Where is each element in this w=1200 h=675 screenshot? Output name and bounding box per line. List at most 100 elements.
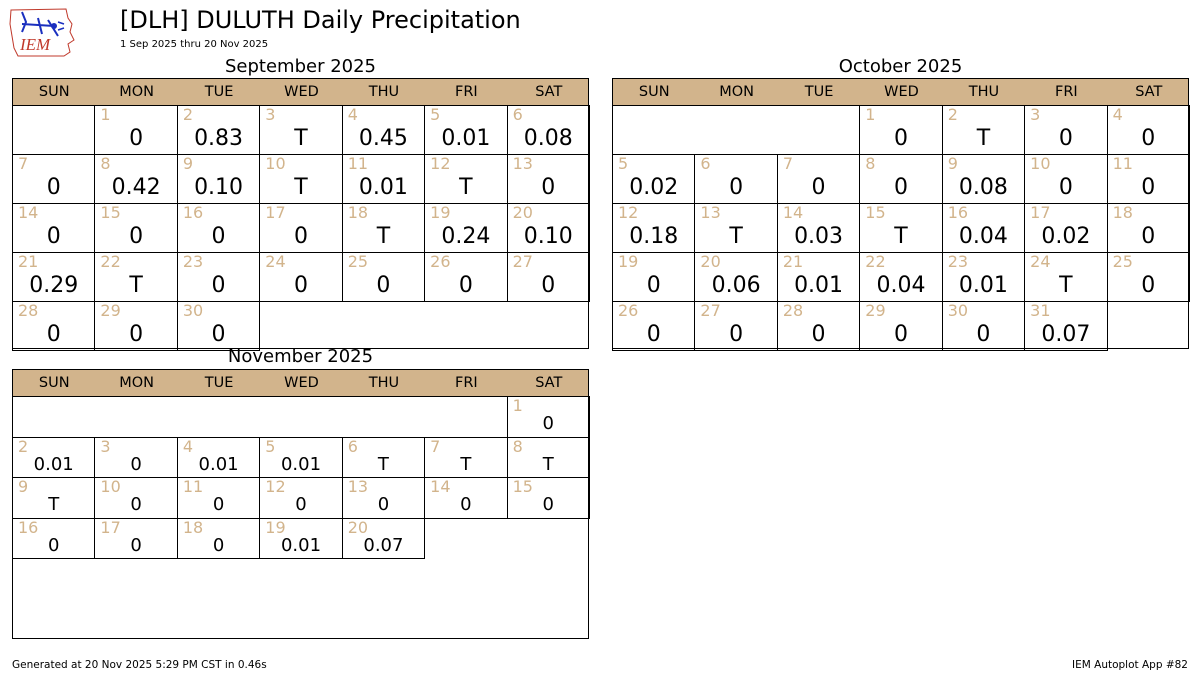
day-cell: 23 0.01 — [941, 252, 1026, 302]
weekday-label: MON — [119, 84, 155, 100]
precip-value: 0 — [129, 126, 144, 151]
precip-value: 0.01 — [198, 453, 239, 475]
month-calendar: SUN MON TUE WED THU FRI SAT 1 0 2 T 3 0 4 0 5 0.02 6 0 7 0 8 0… — [612, 78, 1190, 351]
precip-value: 0.03 — [794, 224, 844, 249]
page-subtitle: 1 Sep 2025 thru 20 Nov 2025 — [120, 39, 269, 50]
day-number: 28 — [782, 301, 804, 320]
weekday-header: SUN MON TUE WED THU FRI SAT — [13, 79, 588, 106]
day-number: 1 — [865, 105, 876, 124]
precip-value: 0 — [541, 175, 556, 200]
precip-value: 0 — [1058, 126, 1073, 151]
day-cell: 20 0.07 — [341, 517, 426, 559]
logo-text: IEM — [19, 35, 51, 54]
precip-value: 0.02 — [1041, 224, 1091, 249]
day-cell: 13 T — [694, 203, 778, 253]
day-cell: 14 0.03 — [776, 203, 861, 253]
precip-value: 0 — [47, 534, 60, 556]
precip-value: 0.01 — [280, 534, 322, 556]
weekday-label: TUE — [204, 84, 234, 100]
month-title: October 2025 — [838, 56, 963, 77]
day-number: 25 — [347, 252, 369, 271]
precip-value: 0.07 — [1041, 322, 1091, 347]
precip-value: 0.06 — [711, 273, 761, 298]
precip-value: 0.01 — [441, 126, 491, 151]
day-number: 3 — [265, 105, 276, 124]
weekday-label: MON — [719, 84, 755, 100]
precip-value: 0.10 — [523, 224, 573, 249]
day-number: 31 — [1030, 301, 1051, 320]
precip-value: 0 — [129, 322, 144, 347]
precip-value: 0.83 — [194, 126, 244, 151]
precip-value: T — [729, 224, 743, 249]
day-cell: 17 0 — [259, 203, 343, 253]
weekday-label: WED — [284, 84, 319, 100]
day-number: 7 — [430, 436, 441, 456]
precip-value: 0 — [1141, 175, 1156, 200]
day-cell: 21 0.29 — [12, 252, 96, 302]
precip-value: 0.42 — [111, 175, 161, 200]
day-number: 5 — [265, 436, 276, 456]
day-cell: 5 0.02 — [612, 154, 696, 204]
precip-value: 0 — [1058, 175, 1073, 200]
weekday-label: FRI — [1055, 84, 1078, 100]
day-number: 15 — [865, 203, 886, 222]
precip-value: 0.04 — [876, 273, 926, 298]
precip-value: 0 — [129, 224, 144, 249]
day-number: 10 — [1030, 154, 1051, 173]
day-cell: 13 0 — [341, 477, 426, 519]
day-cell: 2 0.01 — [12, 436, 96, 478]
day-number: 9 — [182, 154, 194, 173]
day-cell: 2 0.83 — [176, 105, 261, 155]
precip-value: 0 — [377, 494, 390, 515]
day-cell: 10 0 — [94, 477, 178, 519]
precip-value: 0.01 — [280, 453, 322, 475]
precip-value: 0.45 — [358, 126, 408, 151]
day-cell: 9 0.08 — [941, 154, 1026, 204]
precip-value: 0 — [295, 494, 307, 515]
precip-value: 0 — [811, 322, 826, 347]
day-cell: 18 0 — [1106, 203, 1190, 253]
day-cell: 28 0 — [12, 301, 96, 351]
day-cell: 22 0.04 — [859, 252, 943, 302]
precip-value: 0 — [646, 273, 661, 298]
day-number: 18 — [347, 203, 369, 222]
day-number: 3 — [100, 436, 111, 456]
day-cell: 19 0 — [612, 252, 696, 302]
precip-value: 0 — [541, 273, 556, 298]
day-number: 29 — [865, 301, 886, 320]
precip-value: T — [129, 273, 143, 298]
precip-value: T — [542, 453, 554, 475]
weekday-header: SUN MON TUE WED THU FRI SAT — [613, 79, 1188, 106]
day-cell: 9 0.10 — [176, 154, 261, 204]
day-number: 19 — [430, 203, 451, 222]
day-number: 24 — [265, 252, 286, 271]
day-number: 5 — [618, 154, 629, 173]
app-footer: IEM Autoplot App #82 — [1072, 659, 1188, 671]
day-cell: 17 0 — [94, 517, 178, 559]
precip-value: 0 — [729, 175, 744, 200]
day-cell: 19 0.01 — [259, 517, 343, 559]
precip-value: 0.01 — [358, 175, 408, 200]
day-number: 26 — [430, 252, 451, 271]
weekday-label: SAT — [535, 375, 563, 391]
day-number: 16 — [182, 203, 204, 222]
precip-value: 0 — [1141, 273, 1156, 298]
precip-value: 0 — [293, 273, 308, 298]
day-number: 26 — [618, 301, 639, 320]
day-cell: 5 0.01 — [424, 105, 508, 155]
precip-value: T — [376, 224, 391, 249]
weekday-header: SUN MON TUE WED THU FRI SAT — [13, 370, 588, 397]
day-cell: 18 0 — [176, 517, 261, 559]
precip-value: 0 — [893, 175, 908, 200]
day-number: 10 — [100, 477, 121, 496]
day-number: 6 — [347, 436, 358, 456]
day-cell: 15 0 — [506, 477, 590, 519]
weekday-label: FRI — [455, 375, 478, 391]
precip-value: 0.29 — [29, 273, 79, 298]
